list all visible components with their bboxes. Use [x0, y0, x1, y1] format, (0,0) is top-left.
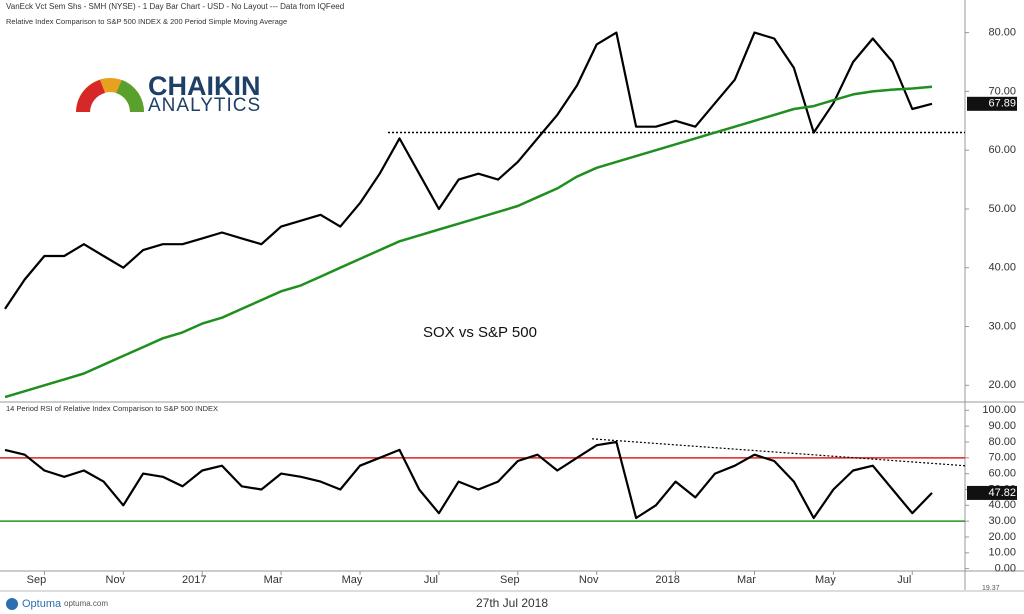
y-tick-label: 20.00: [988, 379, 1016, 391]
logo-arc: [116, 80, 145, 112]
logo: CHAIKIN ANALYTICS: [76, 71, 261, 116]
x-tick-label: May: [815, 574, 836, 586]
x-tick-label: Mar: [737, 574, 756, 586]
logo-arc: [76, 80, 105, 112]
x-tick-label: May: [342, 574, 363, 586]
y-tick-label: 20.00: [988, 531, 1016, 543]
corner-value: 19.37: [982, 585, 1000, 592]
panel-title: 14 Period RSI of Relative Index Comparis…: [6, 404, 218, 413]
y-tick-label: 90.00: [988, 420, 1016, 432]
y-tick-label: 60.00: [988, 468, 1016, 480]
logo-tagline: ANALYTICS: [148, 95, 261, 116]
logo-name: CHAIKIN: [148, 71, 261, 101]
x-tick-label: Jul: [897, 574, 911, 586]
x-tick-label: Mar: [264, 574, 283, 586]
last-value-label: 47.82: [988, 487, 1016, 499]
last-value-label: 67.89: [988, 98, 1016, 110]
y-tick-label: 40.00: [988, 262, 1016, 274]
y-tick-label: 30.00: [988, 320, 1016, 332]
y-tick-label: 0.00: [995, 563, 1016, 575]
y-tick-label: 80.00: [988, 27, 1016, 39]
brand: Optuma: [22, 598, 62, 610]
x-tick-label: Nov: [106, 574, 126, 586]
series-line: [4, 440, 933, 520]
x-tick-label: Nov: [579, 574, 599, 586]
series-line: [4, 31, 933, 310]
last-value-box: [967, 96, 1017, 111]
y-tick-label: 70.00: [988, 452, 1016, 464]
x-tick-label: Jul: [424, 574, 438, 586]
x-tick-label: 2018: [655, 574, 679, 586]
x-tick-label: Sep: [27, 574, 47, 586]
y-tick-label: 30.00: [988, 515, 1016, 527]
header: VanEck Vct Sem Shs - SMH (NYSE) - 1 Day …: [6, 2, 344, 11]
y-tick-label: 60.00: [988, 144, 1016, 156]
y-tick-label: 70.00: [988, 85, 1016, 97]
y-tick-label: 80.00: [988, 436, 1016, 448]
date: 27th Jul 2018: [476, 596, 548, 610]
brand-icon: [6, 598, 18, 610]
y-tick-label: 50.00: [988, 203, 1016, 215]
y-tick-label: 10.00: [988, 547, 1016, 559]
y-tick-label: 100.00: [982, 404, 1016, 416]
panel-title: Relative Index Comparison to S&P 500 IND…: [6, 17, 287, 26]
last-value-box: [967, 485, 1017, 500]
x-tick-label: 2017: [182, 574, 206, 586]
x-tick-label: Sep: [500, 574, 520, 586]
y-tick-label: 40.00: [988, 499, 1016, 511]
brand-site: optuma.com: [64, 599, 108, 608]
series-line: [4, 85, 933, 399]
annotation: SOX vs S&P 500: [423, 324, 537, 341]
